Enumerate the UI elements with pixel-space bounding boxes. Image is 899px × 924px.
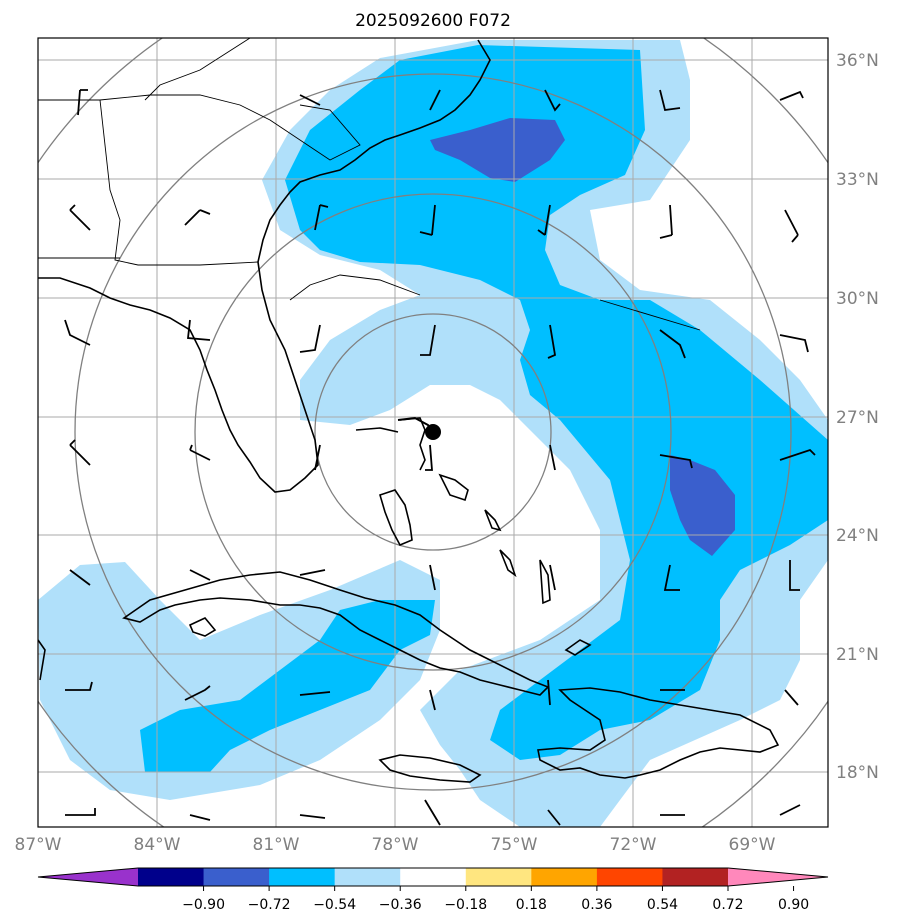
lon-label: 81°W [253, 835, 300, 855]
state-borders [38, 38, 701, 331]
lon-label: 69°W [729, 835, 776, 855]
lon-label: 75°W [491, 835, 538, 855]
lat-label: 33°N [836, 170, 879, 190]
colorbar-cell [269, 868, 336, 886]
gridlines [38, 38, 828, 827]
colorbar-extend-high [728, 868, 828, 886]
colorbar-extend-low [38, 868, 138, 886]
colorbar-tick-label: −0.18 [444, 897, 487, 913]
map-title: 2025092600 F072 [355, 11, 511, 31]
lon-label: 87°W [15, 835, 62, 855]
colorbar-cell [465, 868, 532, 886]
shaded-field-medium [140, 45, 828, 772]
lat-label: 18°N [836, 763, 879, 783]
wind-barbs [64, 89, 816, 826]
colorbar-tick-label: 0.72 [712, 897, 743, 913]
colorbar-tick-label: 0.90 [778, 897, 809, 913]
longitude-labels: 87°W 84°W 81°W 78°W 75°W 72°W 69°W [15, 835, 776, 855]
colorbar-tick-label: −0.90 [182, 897, 225, 913]
colorbar-tick-label: −0.72 [248, 897, 291, 913]
colorbar-cell [400, 868, 467, 886]
colorbar-tick-label: 0.54 [647, 897, 678, 913]
colorbar-cell [138, 868, 205, 886]
colorbar-tick-label: 0.18 [516, 897, 547, 913]
colorbar-cell [596, 868, 663, 886]
colorbar-outline [37, 867, 829, 887]
lat-label: 36°N [836, 51, 879, 71]
colorbar: −0.90 −0.72 −0.54 −0.36 −0.18 0.18 0.36 0.54 0.7… [37, 867, 829, 913]
lon-label: 84°W [134, 835, 181, 855]
storm-track [397, 416, 441, 440]
lat-label: 30°N [836, 289, 879, 309]
shaded-field-dark [430, 118, 735, 556]
colorbar-tick-label: 0.36 [581, 897, 612, 913]
lon-label: 78°W [372, 835, 419, 855]
map-frame [37, 37, 829, 828]
storm-center-marker [425, 424, 441, 440]
lat-label: 24°N [836, 526, 879, 546]
lat-label: 27°N [836, 408, 879, 428]
colorbar-tick-label: −0.36 [379, 897, 422, 913]
colorbar-cell [203, 868, 270, 886]
latitude-labels: 36°N 33°N 30°N 27°N 24°N 21°N 18°N [836, 51, 879, 783]
colorbar-tick-label: −0.54 [313, 897, 356, 913]
lat-label: 21°N [836, 645, 879, 665]
lon-label: 72°W [610, 835, 657, 855]
colorbar-cell [334, 868, 401, 886]
colorbar-cell [531, 868, 598, 886]
colorbar-cell [662, 868, 729, 886]
